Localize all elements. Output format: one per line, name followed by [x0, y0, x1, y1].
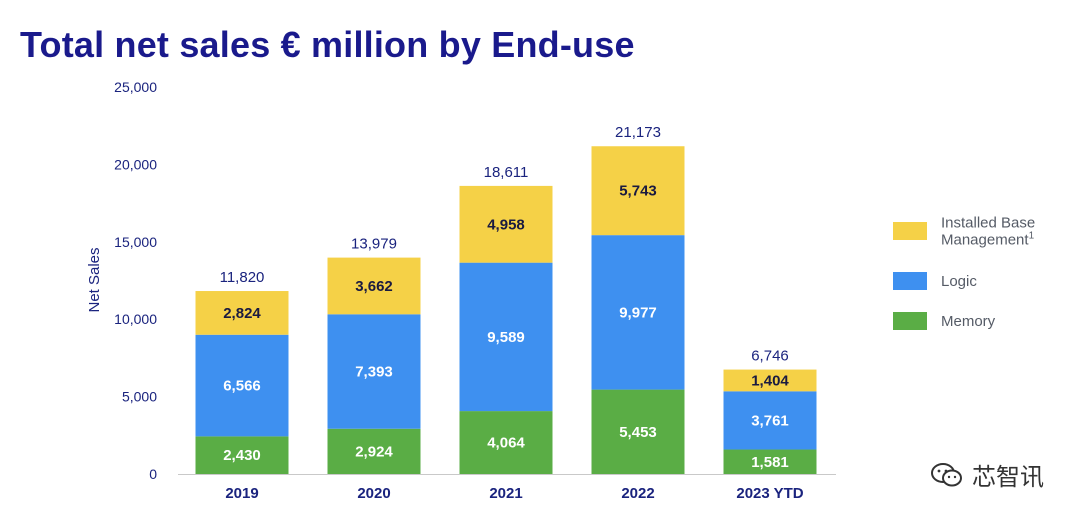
data-label: 3,662 [355, 278, 393, 295]
bar-segment-logic [327, 314, 421, 429]
y-tick-label: 15,000 [114, 234, 157, 250]
data-label: 7,393 [355, 364, 393, 381]
data-label: 5,743 [619, 183, 657, 200]
legend-swatch [893, 222, 927, 240]
x-tick-label: 2020 [357, 485, 390, 502]
y-axis: 0 5,000 10,000 15,000 20,000 25,000 Net Sales [86, 79, 157, 482]
x-tick-label: 2023 YTD [736, 485, 803, 502]
data-label: 5,453 [619, 424, 657, 441]
x-tick-label: 2019 [225, 485, 258, 502]
data-label: 2,924 [355, 443, 393, 460]
data-label: 4,064 [487, 435, 525, 452]
watermark: 芯智讯 [930, 457, 1044, 492]
bar-segment-logic [591, 235, 685, 390]
bar-segment-memory [195, 436, 289, 474]
legend-swatch [893, 312, 927, 330]
legend-label: Logic [941, 273, 977, 290]
bar-segment-installed-base-management [195, 291, 289, 335]
y-tick-label: 25,000 [114, 79, 157, 95]
data-label: 4,958 [487, 216, 525, 233]
bar-segment-installed-base-management [459, 185, 553, 263]
data-label: 1,581 [751, 454, 789, 471]
y-tick-label: 10,000 [114, 311, 157, 327]
bars: 2,430 6,566 2,824 11,820 2,924 7,393 3,662 13,9… [195, 124, 817, 474]
y-tick-label: 20,000 [114, 156, 157, 172]
legend-superscript: 1 [1029, 231, 1035, 242]
data-label: 9,589 [487, 329, 525, 346]
total-label: 13,979 [351, 236, 397, 253]
y-tick-label: 5,000 [122, 389, 157, 405]
bar-segment-logic [459, 262, 553, 412]
legend-label: Memory [941, 313, 996, 330]
x-tick-label: 2021 [489, 485, 522, 502]
chart-title: Total net sales € million by End-use [20, 24, 635, 65]
x-tick-label: 2022 [621, 485, 654, 502]
total-label: 21,173 [615, 124, 661, 141]
bar-segment-installed-base-management [723, 369, 817, 392]
data-label: 3,761 [751, 412, 789, 429]
legend-label: Installed Base [941, 215, 1035, 232]
bar-segment-memory [459, 411, 553, 474]
data-label: 1,404 [751, 372, 789, 389]
bar-segment-logic [723, 391, 817, 450]
bar-segment-memory [723, 449, 817, 474]
watermark-text: 芯智讯 [972, 463, 1044, 491]
total-label: 6,746 [751, 348, 789, 365]
data-label: 2,430 [223, 447, 261, 464]
x-axis: 2019 2020 2021 2022 2023 YTD [178, 474, 836, 502]
data-label: 9,977 [619, 304, 657, 321]
legend-label: Management1 [941, 231, 1035, 249]
bar-segment-memory [327, 428, 421, 474]
total-label: 18,611 [484, 164, 529, 181]
bar-segment-logic [195, 334, 289, 437]
bar-segment-installed-base-management [327, 257, 421, 315]
y-tick-label: 0 [149, 466, 157, 482]
data-label: 2,824 [223, 305, 261, 322]
bar-segment-installed-base-management [591, 146, 685, 236]
y-axis-label: Net Sales [86, 247, 103, 312]
data-label: 6,566 [223, 378, 261, 395]
total-label: 11,820 [220, 269, 265, 286]
wechat-icon [931, 462, 962, 486]
bar-segment-memory [591, 389, 685, 474]
legend-swatch [893, 272, 927, 290]
